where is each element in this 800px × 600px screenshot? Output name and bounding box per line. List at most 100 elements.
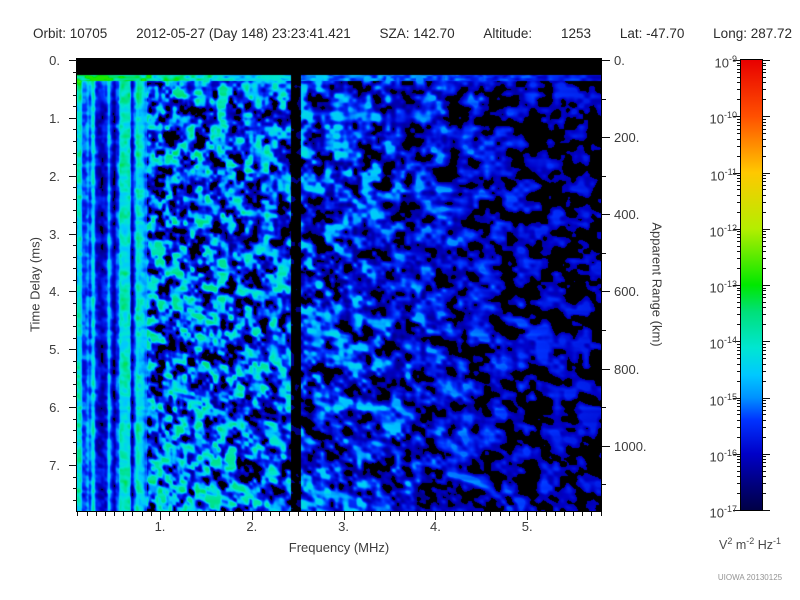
colorbar-minor-tick	[737, 76, 740, 78]
y-axis-minor-tick	[73, 256, 77, 258]
colorbar-tick-label: 10-16	[697, 446, 737, 464]
y2-axis-minor-tick	[602, 407, 606, 409]
colorbar-minor-tick	[763, 290, 766, 292]
colorbar-minor-tick	[763, 65, 766, 67]
colorbar-major-tick	[733, 510, 740, 511]
colorbar-minor-tick	[763, 177, 766, 179]
x-axis-minor-tick	[141, 512, 143, 516]
colorbar-minor-tick	[737, 353, 740, 355]
colorbar-minor-tick	[763, 201, 766, 203]
colorbar-minor-tick	[737, 68, 740, 70]
y2-axis-tick-label: 800.	[614, 361, 640, 377]
x-axis-minor-tick	[361, 512, 363, 516]
colorbar	[740, 59, 763, 511]
x-axis-minor-tick	[316, 512, 318, 516]
colorbar-major-tick	[763, 510, 770, 511]
y-axis-minor-tick	[73, 372, 77, 374]
x-axis-major-tick	[160, 512, 161, 520]
colorbar-minor-tick	[737, 234, 740, 236]
colorbar-minor-tick	[763, 414, 766, 416]
colorbar-minor-tick	[763, 459, 766, 461]
colorbar-minor-tick	[763, 343, 766, 345]
colorbar-minor-tick	[763, 82, 766, 84]
x-axis-minor-tick	[306, 512, 308, 516]
x-axis-minor-tick	[600, 512, 602, 516]
x-axis-tick-label: 1.	[154, 519, 166, 534]
colorbar-minor-tick	[763, 358, 766, 360]
y-axis-major-tick	[69, 349, 77, 351]
colorbar-minor-tick	[737, 287, 740, 289]
x-axis-minor-tick	[77, 512, 79, 516]
y2-axis-major-tick	[602, 445, 610, 447]
colorbar-label-exponent: -15	[723, 391, 737, 402]
y-axis-tick-label: 1.	[49, 110, 60, 126]
y-axis-major-tick	[69, 175, 77, 177]
colorbar-minor-tick	[737, 402, 740, 404]
colorbar-minor-tick	[737, 128, 740, 130]
header-item: Long: 287.72	[713, 26, 792, 41]
header-item: Altitude:	[483, 26, 533, 41]
header-item: 1253	[560, 26, 592, 41]
x-axis-minor-tick	[389, 512, 391, 516]
colorbar-minor-tick	[763, 194, 766, 196]
colorbar-minor-tick	[763, 462, 766, 464]
y-axis-minor-tick	[73, 71, 77, 73]
colorbar-major-tick	[763, 60, 770, 61]
x-axis-minor-tick	[462, 512, 464, 516]
x-axis-minor-tick	[187, 512, 189, 516]
colorbar-major-tick	[763, 172, 770, 174]
colorbar-label-base: 10	[709, 111, 724, 127]
x-axis-minor-tick	[86, 512, 88, 516]
y-axis-minor-tick	[73, 395, 77, 397]
y-axis-major-tick	[69, 464, 77, 466]
colorbar-minor-tick	[737, 301, 740, 303]
y2-axis-major-tick	[602, 137, 610, 139]
y2-axis-minor-tick	[602, 175, 606, 177]
y2-axis-tick-label: 400.	[614, 207, 640, 223]
x-axis-minor-tick	[573, 512, 575, 516]
colorbar-minor-tick	[763, 476, 766, 478]
y-axis-tick-label: 2.	[49, 168, 60, 184]
colorbar-major-tick	[763, 285, 770, 286]
colorbar-minor-tick	[763, 237, 766, 239]
colorbar-minor-tick	[737, 124, 740, 126]
x-axis-minor-tick	[444, 512, 446, 516]
colorbar-minor-tick	[737, 201, 740, 203]
x-axis-minor-tick	[563, 512, 565, 516]
colorbar-minor-tick	[737, 349, 740, 351]
colorbar-minor-tick	[737, 211, 740, 213]
colorbar-minor-tick	[737, 324, 740, 326]
colorbar-label-exponent: -14	[723, 335, 737, 346]
colorbar-minor-tick	[763, 234, 766, 236]
y-axis-tick-label: 3.	[49, 226, 60, 242]
x-axis-minor-tick	[178, 512, 180, 516]
y2-axis-minor-tick	[602, 98, 606, 100]
colorbar-label-exponent: -17	[723, 504, 737, 514]
colorbar-minor-tick	[737, 358, 740, 360]
y-axis-minor-tick	[73, 499, 77, 501]
x-axis-minor-tick	[224, 512, 226, 516]
colorbar-minor-tick	[763, 466, 766, 468]
colorbar-major-tick	[733, 116, 740, 118]
y-axis-tick-label: 6.	[49, 400, 60, 416]
colorbar-minor-tick	[763, 406, 766, 408]
colorbar-minor-tick	[737, 133, 740, 135]
y-axis-minor-tick	[73, 279, 77, 281]
colorbar-minor-tick	[763, 118, 766, 120]
y-axis-minor-tick	[73, 441, 77, 443]
colorbar-minor-tick	[763, 89, 766, 91]
x-axis-minor-tick	[371, 512, 373, 516]
colorbar-minor-tick	[763, 72, 766, 74]
x-axis-tick-label: 2.	[246, 519, 258, 534]
unit-exponent: -1	[773, 536, 782, 546]
x-axis-minor-tick	[132, 512, 134, 516]
colorbar-tick-label: 10-15	[697, 390, 737, 408]
y2-axis-major-tick	[602, 60, 610, 61]
colorbar-minor-tick	[737, 145, 740, 147]
x-axis-minor-tick	[453, 512, 455, 516]
colorbar-minor-tick	[737, 493, 740, 495]
y-axis-tick-label: 4.	[49, 284, 60, 300]
colorbar-minor-tick	[737, 343, 740, 345]
x-axis-major-tick	[435, 512, 437, 520]
colorbar-major-tick	[733, 341, 740, 343]
